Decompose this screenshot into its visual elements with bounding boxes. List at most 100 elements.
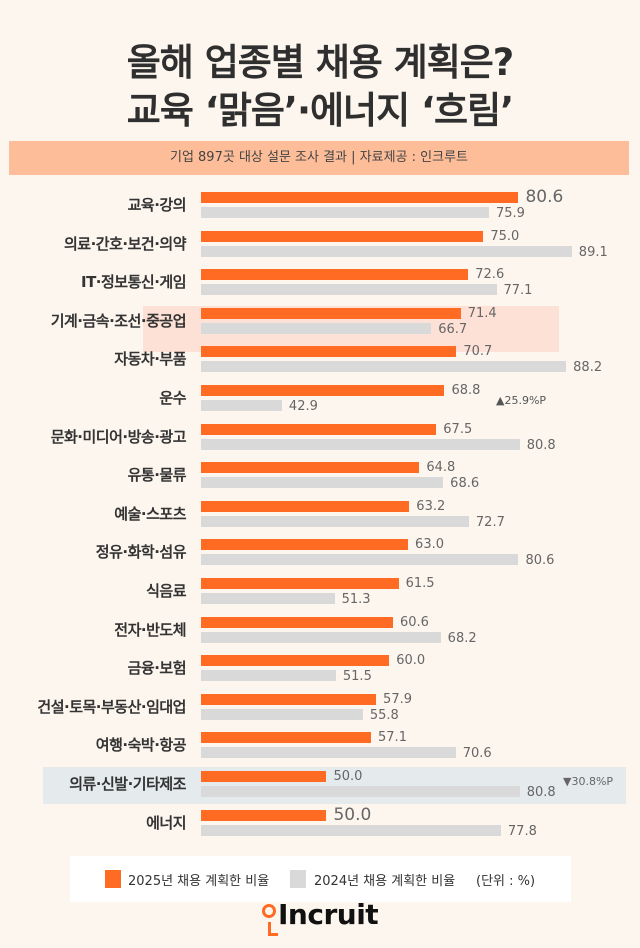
logo-mark-foot: [268, 933, 278, 936]
category-label: 전자·반도체: [114, 620, 186, 639]
bar-2024: [201, 284, 497, 296]
value-label-2025: 75.0: [490, 228, 520, 244]
category-label: 예술·스포츠: [114, 504, 186, 523]
category-label: 의료·간호·보건·의약: [64, 234, 187, 253]
category-label: 의류·신발·기타제조: [69, 775, 186, 793]
bar-2025: [201, 771, 327, 782]
value-label-2025: 63.2: [416, 498, 446, 514]
value-label-2025: 72.6: [475, 267, 505, 283]
value-label-2025: 71.4: [467, 305, 497, 321]
bar-2025: [201, 385, 445, 396]
category-label: 문화·미디어·방송·광고: [50, 427, 187, 446]
chart-title-line2: 교육 ‘맑음’·에너지 ‘흐림’: [126, 89, 514, 132]
logo-mark-stem: [268, 922, 271, 936]
bar-2024: [201, 322, 432, 334]
bar-2025: [201, 578, 399, 589]
value-label-2025: 80.6: [525, 187, 564, 207]
category-label: 운수: [159, 389, 186, 407]
bar-2024: [201, 361, 567, 373]
bar-2025: [201, 462, 420, 474]
bar-2025: [201, 423, 437, 435]
value-label-2025: 68.8: [451, 383, 481, 398]
category-label: 여행·숙박·항공: [95, 736, 187, 755]
value-label-2024: 42.9: [288, 399, 318, 414]
legend: [70, 856, 571, 902]
bar-2024: [201, 477, 444, 489]
value-label-2025: 57.9: [383, 691, 412, 707]
value-label-2024: 77.1: [503, 283, 533, 299]
value-label-2024: 51.3: [341, 592, 371, 607]
change-annotation: ▼30.8%P: [563, 775, 614, 788]
highlight-row-decrease: [43, 767, 626, 804]
bar-2025: [201, 732, 372, 744]
value-label-2024: 72.7: [475, 514, 505, 530]
category-label: 금융·보험: [127, 659, 187, 678]
category-label: 유통·물류: [127, 466, 187, 485]
category-label: 교육·강의: [127, 196, 187, 214]
value-label-2025: 61.5: [405, 576, 435, 591]
bar-2025: [201, 230, 484, 242]
value-label-2024: 80.8: [526, 437, 556, 453]
category-label: 정유·화학·섬유: [95, 543, 187, 562]
bar-2025: [201, 346, 457, 358]
legend-label-2024: 2024년 채용 계획한 비율: [314, 874, 456, 889]
bar-2025: [201, 192, 519, 203]
category-label: 자동차·부품: [114, 350, 186, 369]
value-label-2024: 75.9: [495, 206, 525, 221]
value-label-2024: 68.2: [447, 630, 477, 646]
value-label-2025: 60.6: [399, 614, 429, 630]
bar-2024: [201, 245, 572, 257]
bar-2025: [201, 693, 377, 705]
value-label-2024: 88.2: [573, 360, 603, 376]
value-label-2024: 55.8: [369, 707, 399, 723]
value-label-2025: 57.1: [378, 730, 407, 746]
value-label-2025: 70.7: [463, 344, 493, 360]
value-label-2025: 60.0: [396, 653, 426, 669]
bar-2024: [201, 554, 519, 566]
value-label-2024: 80.8: [526, 785, 556, 800]
category-label: 건설·토목·부동산·임대업: [37, 697, 186, 716]
value-label-2025: 64.8: [426, 460, 456, 476]
bar-2024: [201, 786, 520, 797]
value-label-2025: 50.0: [333, 769, 363, 784]
value-label-2024: 89.1: [578, 244, 608, 260]
category-label: IT·정보통신·게임: [80, 273, 187, 292]
bar-2024: [201, 747, 456, 759]
bar-2025: [201, 809, 327, 821]
bar-2025: [201, 539, 409, 551]
bar-2024: [201, 593, 335, 604]
bar-2024: [201, 670, 336, 682]
logo-mark-icon: [262, 904, 276, 918]
bar-2025: [201, 307, 461, 319]
bar-2025: [201, 500, 410, 512]
legend-swatch-2025: [105, 870, 121, 888]
category-label: 에너지: [146, 813, 186, 832]
change-annotation: ▲25.9%P: [496, 394, 547, 407]
bar-2025: [201, 616, 393, 628]
legend-swatch-2024: [290, 870, 306, 888]
value-label-2024: 51.5: [342, 669, 372, 685]
bar-2025: [201, 269, 469, 281]
value-label-2025: 67.5: [443, 421, 473, 437]
value-label-2024: 66.7: [438, 321, 468, 337]
bar-2024: [201, 824, 501, 836]
chart-title-line1: 올해 업종별 채용 계획은?: [126, 41, 515, 84]
bar-2024: [201, 438, 520, 450]
bar-2024: [201, 708, 363, 720]
value-label-2025: 63.0: [415, 537, 444, 553]
bar-2024: [201, 631, 441, 643]
value-label-2024: 80.6: [525, 553, 555, 569]
value-label-2024: 77.8: [507, 823, 537, 839]
bar-2025: [201, 655, 390, 667]
bar-2024: [201, 207, 489, 218]
subtitle-banner: 기업 897곳 대상 설문 조사 결과 | 자료제공 : 인크루트: [9, 141, 629, 175]
legend-unit: (단위 : %): [476, 874, 536, 889]
category-label: 기계·금속·조선·중공업: [50, 311, 187, 330]
bar-2024: [201, 400, 282, 411]
bar-2024: [201, 515, 469, 527]
category-label: 식음료: [146, 582, 186, 600]
value-label-2024: 68.6: [450, 476, 480, 492]
legend-label-2025: 2025년 채용 계획한 비율: [128, 874, 270, 889]
value-label-2024: 70.6: [462, 746, 492, 762]
value-label-2025: 50.0: [333, 804, 372, 825]
